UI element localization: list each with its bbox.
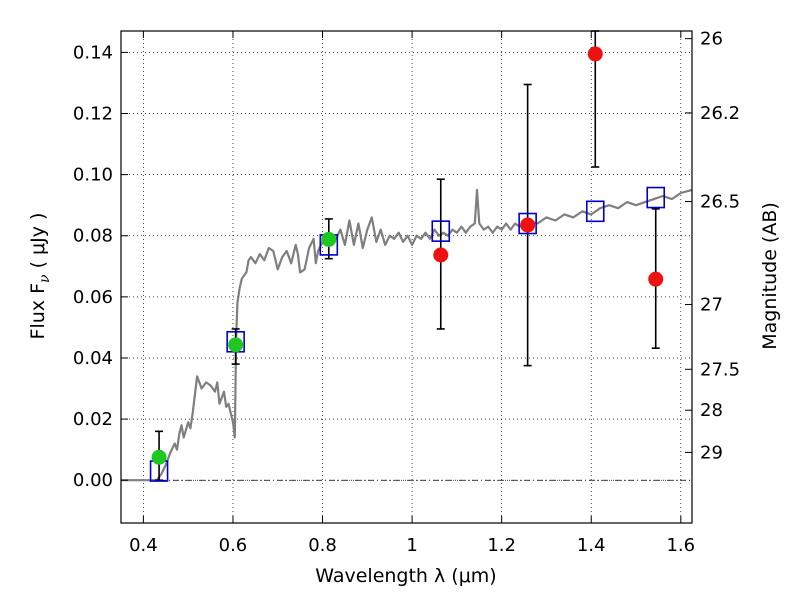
right-tick-label: 26 xyxy=(700,29,723,50)
right-tick-label: 29 xyxy=(700,442,723,463)
red-data-point xyxy=(520,217,536,233)
model-box xyxy=(646,186,666,209)
y-axis-title-main: Flux F xyxy=(27,283,49,339)
x-axis-ticks: 0.4 0.6 0.8 1 1.2 1.4 1.6 xyxy=(129,31,695,556)
right-axis-ticks: 26 26.2 26.5 27 27.5 28 29 xyxy=(685,29,740,463)
x-tick-label: 1.6 xyxy=(666,535,695,556)
green-data-point xyxy=(228,337,244,353)
model-box xyxy=(431,220,451,242)
right-tick-label: 28 xyxy=(700,400,723,421)
x-axis-title: Wavelength λ (μm) xyxy=(315,565,496,587)
y-axis-title: Flux Fν ( μJy ) xyxy=(27,213,53,340)
right-axis-title: Magnitude (AB) xyxy=(759,202,781,350)
plot-frame xyxy=(120,30,693,524)
y-tick-label: 0.06 xyxy=(73,287,113,308)
x-tick-label: 0.8 xyxy=(308,535,337,556)
y-tick-label: 0.00 xyxy=(73,470,113,491)
right-tick-label: 26.5 xyxy=(700,192,740,213)
y-tick-label: 0.14 xyxy=(73,42,113,63)
grid xyxy=(121,31,692,523)
y-axis-ticks: 0.00 0.02 0.04 0.06 0.08 0.10 0.12 0.14 xyxy=(73,42,128,491)
x-tick-label: 1 xyxy=(406,535,417,556)
right-tick-label: 27.5 xyxy=(700,359,740,380)
y-tick-label: 0.10 xyxy=(73,165,113,186)
y-tick-label: 0.02 xyxy=(73,409,113,430)
y-tick-label: 0.04 xyxy=(73,348,113,369)
model-spectrum-line xyxy=(121,188,693,482)
y-tick-label: 0.08 xyxy=(73,226,113,247)
green-data-point xyxy=(151,449,167,465)
red-data-point xyxy=(433,247,449,263)
x-tick-label: 1.4 xyxy=(577,535,606,556)
y-axis-title-subscript: ν xyxy=(37,274,53,283)
x-tick-label: 0.4 xyxy=(129,535,158,556)
model-box xyxy=(585,200,605,223)
x-tick-label: 1.2 xyxy=(487,535,516,556)
red-data-point xyxy=(648,271,664,287)
model-photometry-boxes xyxy=(149,186,666,482)
green-data-point xyxy=(321,231,337,247)
right-tick-label: 27 xyxy=(700,295,723,316)
y-axis-title-unit: ( μJy ) xyxy=(27,213,49,275)
x-tick-label: 0.6 xyxy=(219,535,248,556)
y-tick-label: 0.12 xyxy=(73,104,113,125)
model-box xyxy=(518,212,537,235)
right-tick-label: 26.2 xyxy=(700,103,740,124)
model-spectrum-layer xyxy=(121,188,693,482)
red-data-point xyxy=(587,46,603,62)
observed-points xyxy=(151,46,664,465)
